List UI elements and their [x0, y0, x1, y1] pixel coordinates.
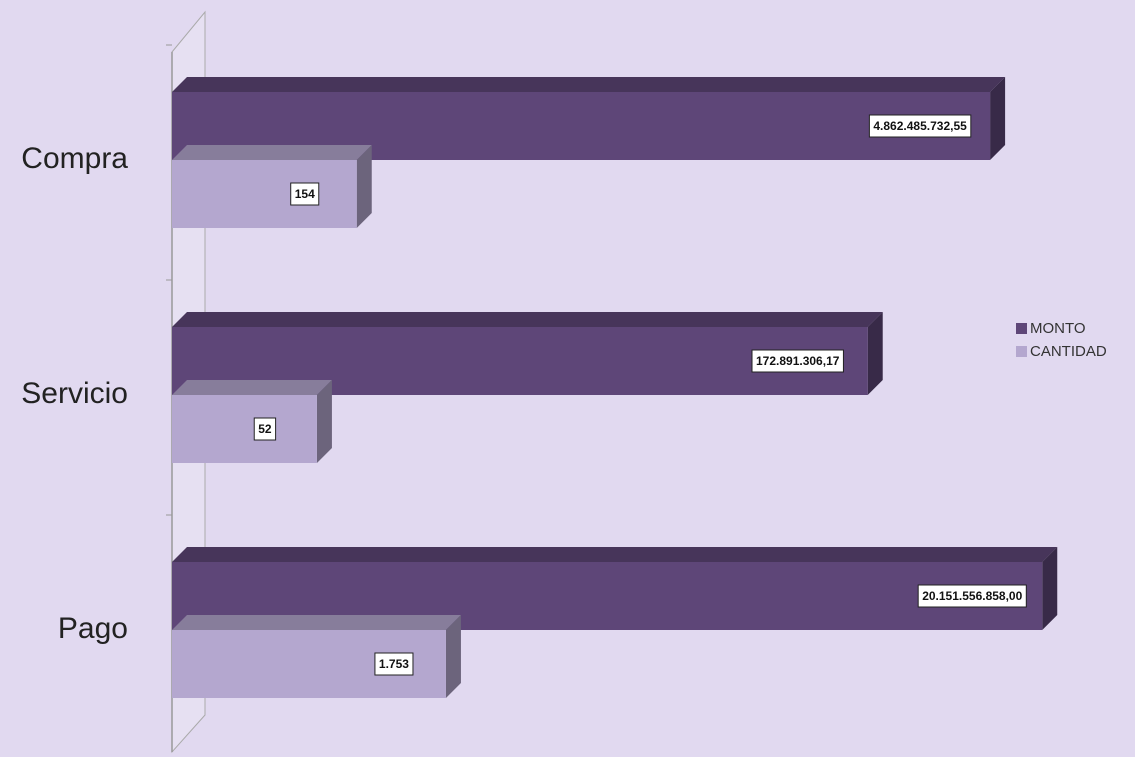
- value-label: 20.151.556.858,00: [922, 589, 1022, 603]
- chart: Compra 4.862.485.732,55 154 Servicio 172.891…: [0, 0, 1135, 757]
- legend-label: MONTO: [1030, 320, 1086, 337]
- value-label: 52: [258, 422, 272, 436]
- bar: [172, 160, 357, 228]
- legend-swatch: [1016, 323, 1027, 334]
- y-tick-label: Compra: [21, 142, 128, 175]
- value-label: 172.891.306,17: [756, 354, 840, 368]
- bar-top: [172, 145, 372, 160]
- value-label: 154: [295, 187, 315, 201]
- value-label: 1.753: [379, 657, 409, 671]
- legend-swatch: [1016, 346, 1027, 357]
- bar-top: [172, 312, 883, 327]
- y-tick-label: Pago: [58, 612, 128, 645]
- bar-top: [172, 547, 1057, 562]
- value-label: 4.862.485.732,55: [873, 119, 967, 133]
- bar-top: [172, 380, 332, 395]
- bar-top: [172, 77, 1005, 92]
- bar: [172, 395, 317, 463]
- bar-top: [172, 615, 461, 630]
- y-tick-label: Servicio: [21, 377, 128, 410]
- legend-label: CANTIDAD: [1030, 343, 1107, 360]
